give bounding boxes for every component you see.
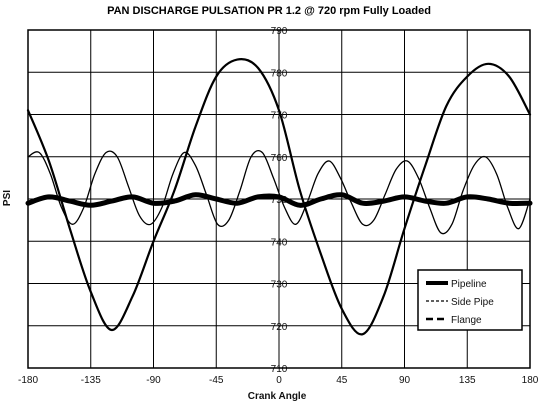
y-tick-label: 710 xyxy=(271,364,288,375)
x-tick-label: 90 xyxy=(399,375,411,386)
y-tick-label: 750 xyxy=(271,195,288,206)
y-tick-label: 740 xyxy=(271,237,288,248)
y-tick-label: 780 xyxy=(271,68,288,79)
x-tick-label: 0 xyxy=(276,375,282,386)
y-tick-label: 790 xyxy=(271,26,288,37)
y-tick-label: 770 xyxy=(271,111,288,122)
x-tick-label: -90 xyxy=(146,375,161,386)
y-tick-label: 720 xyxy=(271,322,288,333)
legend-label: Flange xyxy=(451,315,482,326)
chart-title: PAN DISCHARGE PULSATION PR 1.2 @ 720 rpm… xyxy=(107,5,431,17)
x-tick-label: 135 xyxy=(459,375,476,386)
x-tick-label: 180 xyxy=(522,375,538,386)
series-lines xyxy=(25,58,533,336)
x-tick-label: -45 xyxy=(209,375,224,386)
x-tick-label: -135 xyxy=(81,375,101,386)
y-tick-labels: 710 720 730 740 750 760 770 780 790 xyxy=(271,26,288,375)
x-axis-label: Crank Angle xyxy=(248,391,307,402)
series-line-flange xyxy=(26,58,532,336)
x-tick-label: 45 xyxy=(336,375,348,386)
y-tick-label: 760 xyxy=(271,153,288,164)
legend: Pipeline Side Pipe Flange xyxy=(417,269,523,331)
x-tick-labels: -180 -135 -90 -45 0 45 90 135 180 xyxy=(18,375,538,386)
series-line-side-pipe xyxy=(27,149,531,235)
legend-label: Side Pipe xyxy=(451,297,494,308)
x-tick-label: -180 xyxy=(18,375,38,386)
legend-label: Pipeline xyxy=(451,279,487,290)
series-line-pipeline xyxy=(25,192,533,208)
y-axis-label: PSI xyxy=(2,190,13,206)
legend-box xyxy=(417,269,523,331)
y-tick-label: 730 xyxy=(271,280,288,291)
